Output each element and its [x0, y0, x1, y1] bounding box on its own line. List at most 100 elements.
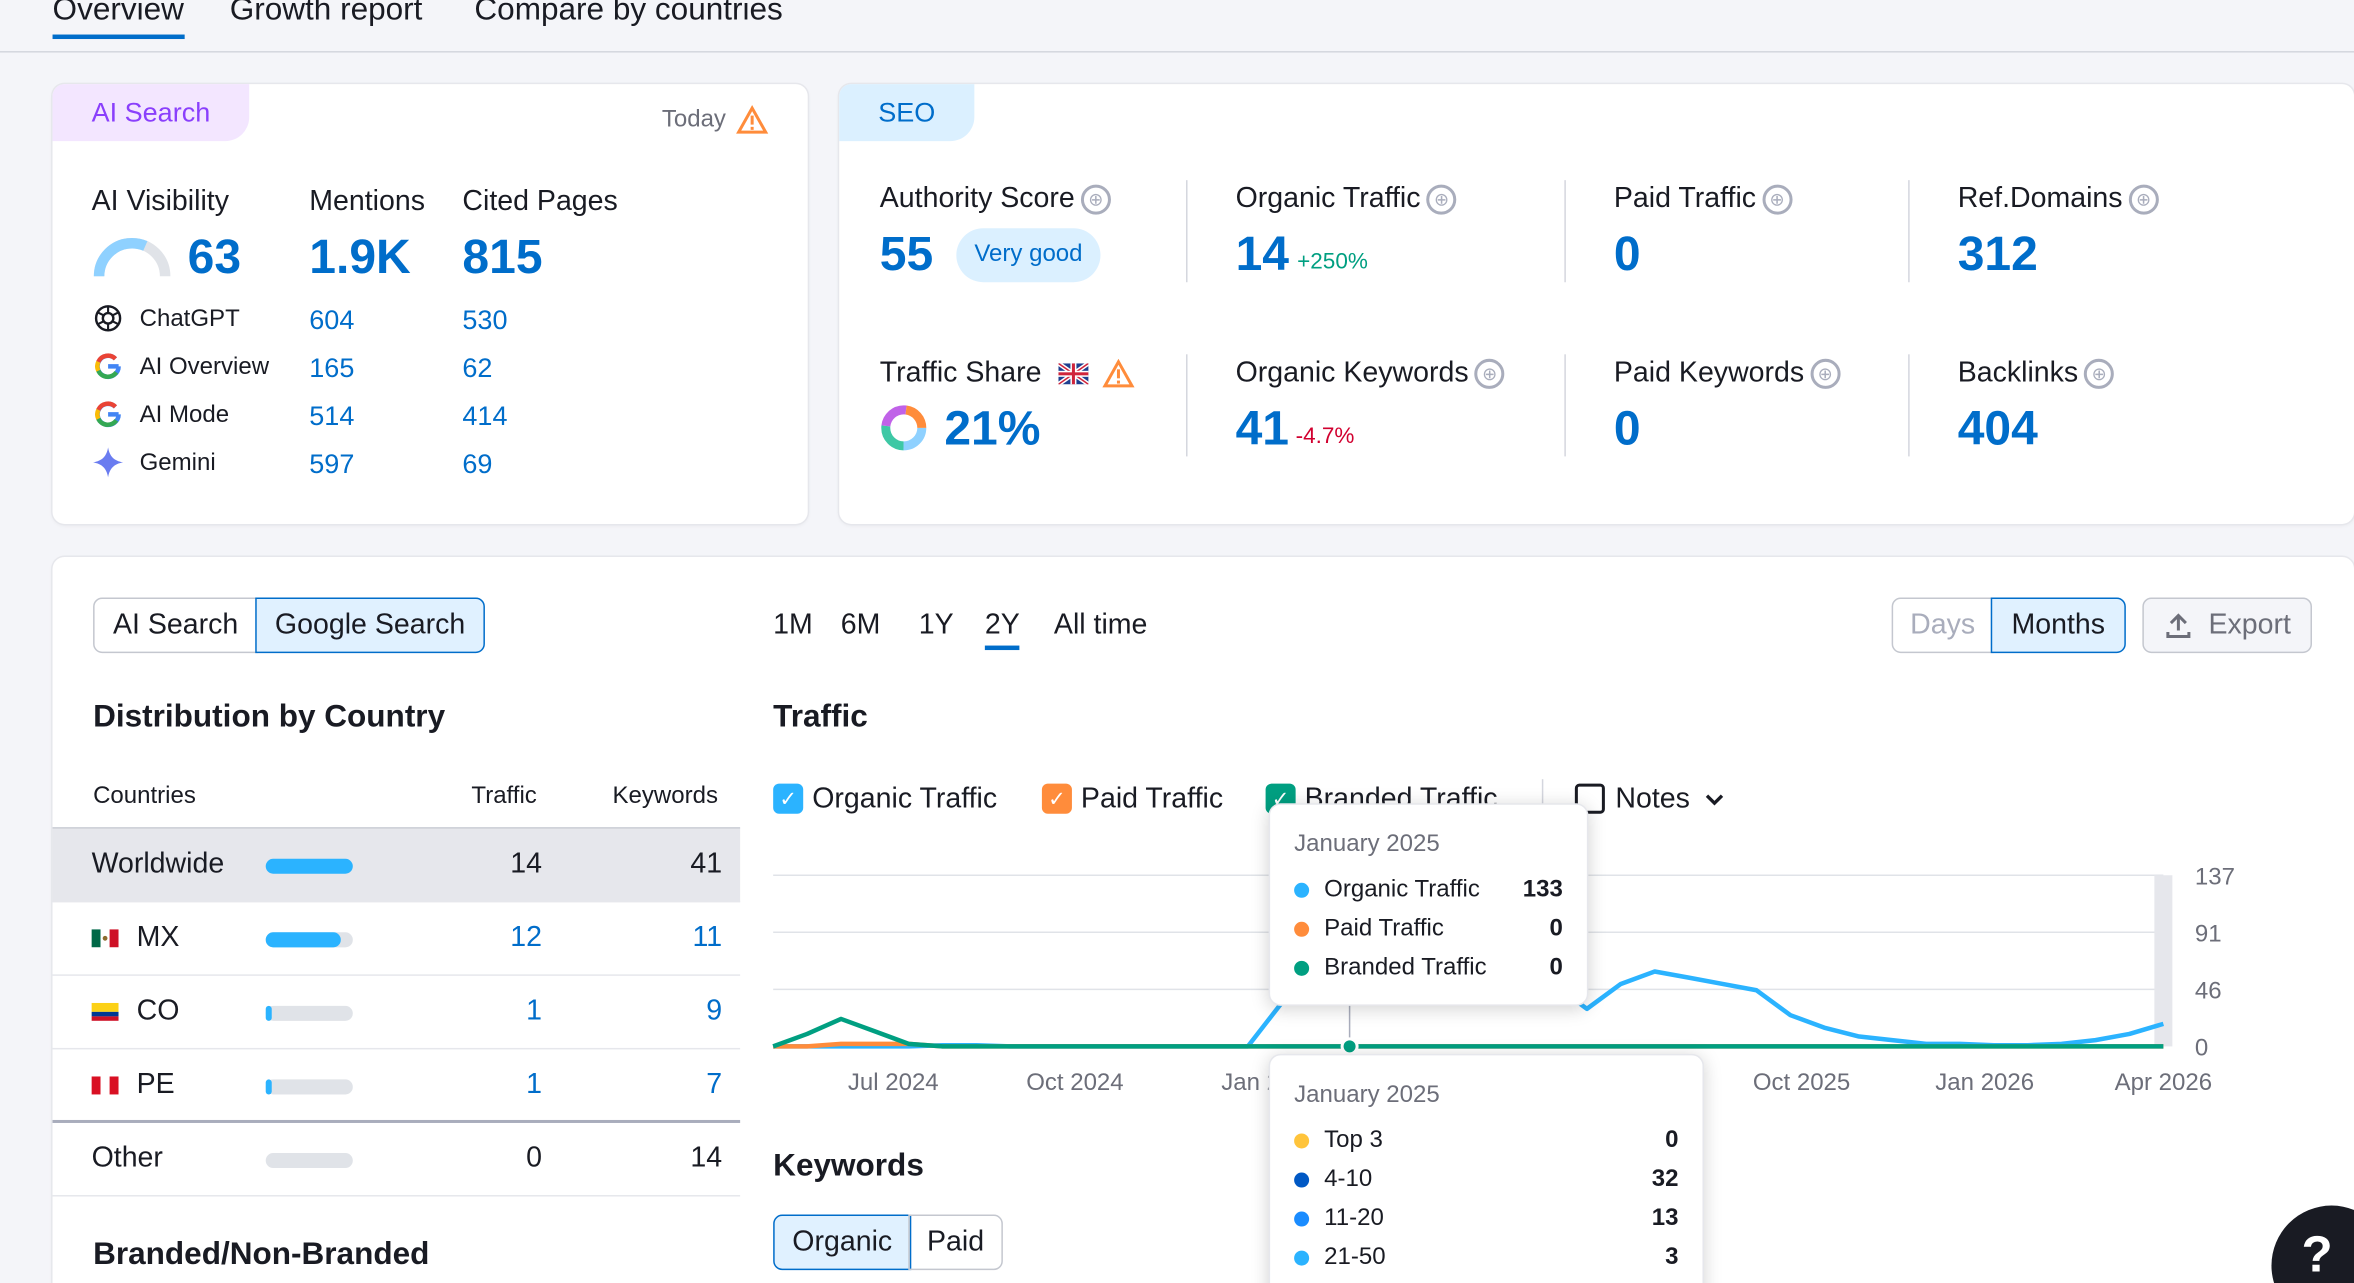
- paid-toggle[interactable]: Paid: [908, 1214, 1003, 1271]
- country-cell: Worldwide: [91, 848, 225, 880]
- distribution-title: Distribution by Country: [93, 699, 446, 735]
- google-icon: [92, 398, 125, 439]
- source-mentions[interactable]: 165: [309, 352, 355, 383]
- x-tick-label: Oct 2024: [1026, 1069, 1123, 1096]
- traffic-share-bar: [265, 1005, 353, 1021]
- months-toggle[interactable]: Months: [1990, 597, 2126, 654]
- seo-badge: SEO: [839, 84, 975, 142]
- mexico-flag-icon: [91, 929, 119, 948]
- organic-traffic-value[interactable]: 14: [1235, 226, 1290, 281]
- tooltip-row: Branded Traffic 0: [1294, 955, 1563, 985]
- divider: [1186, 354, 1188, 457]
- table-header-divider: [52, 827, 741, 829]
- notes-legend[interactable]: Notes: [1615, 784, 1724, 817]
- authority-score-value[interactable]: 55: [879, 226, 934, 281]
- google-icon: [92, 350, 125, 391]
- table-row[interactable]: PE 1 7: [52, 1049, 741, 1123]
- source-name: AI Overview: [139, 354, 270, 380]
- source-cited-pages[interactable]: 414: [462, 400, 508, 431]
- chatgpt-icon: [92, 302, 125, 343]
- keywords-cell[interactable]: 7: [706, 1068, 723, 1101]
- mentions-value[interactable]: 1.9K: [309, 229, 411, 284]
- traffic-cell[interactable]: 12: [510, 921, 542, 954]
- tab-compare-by-countries[interactable]: Compare by countries: [474, 0, 783, 28]
- export-button[interactable]: Export: [2142, 597, 2313, 654]
- traffic-share-value[interactable]: 21%: [944, 400, 1041, 455]
- table-row[interactable]: MX 12 11: [52, 902, 741, 976]
- y-tick-label: 0: [2195, 1034, 2208, 1061]
- source-cited-pages[interactable]: 530: [462, 304, 508, 335]
- country-cell: PE: [91, 1069, 175, 1102]
- paid-traffic-legend[interactable]: Paid Traffic: [1080, 783, 1224, 816]
- authority-score-label: Authority Score ⊕: [880, 183, 1111, 216]
- traffic-share-donut-icon: [881, 405, 927, 451]
- source-cited-pages[interactable]: 62: [462, 352, 493, 383]
- divider: [1908, 180, 1910, 283]
- today-label: Today: [662, 105, 769, 135]
- tab-overview[interactable]: Overview: [52, 0, 184, 40]
- tooltip-title: January 2025: [1294, 831, 1440, 858]
- paid-traffic-value[interactable]: 0: [1613, 226, 1641, 281]
- export-label: Export: [2208, 608, 2291, 641]
- tooltip-row: Organic Traffic 133: [1294, 877, 1563, 907]
- keywords-cell[interactable]: 9: [706, 995, 723, 1027]
- organic-traffic-legend[interactable]: Organic Traffic: [812, 783, 998, 816]
- ai-search-badge: AI Search: [52, 84, 250, 142]
- traffic-cell[interactable]: 1: [526, 995, 542, 1027]
- table-row[interactable]: Other 0 14: [52, 1123, 741, 1197]
- organic-keywords-value[interactable]: 41: [1235, 400, 1290, 455]
- chart-range-handle[interactable]: [2154, 875, 2173, 1047]
- warning-icon[interactable]: [736, 105, 769, 135]
- paid-keywords-value[interactable]: 0: [1613, 400, 1641, 455]
- source-mentions[interactable]: 514: [309, 400, 355, 431]
- keywords-cell[interactable]: 11: [692, 921, 723, 954]
- keywords-cell: 41: [690, 848, 723, 880]
- backlinks-label: Backlinks ⊕: [1958, 357, 2115, 390]
- period-all-time[interactable]: All time: [1053, 609, 1148, 642]
- country-cell: Other: [91, 1142, 163, 1175]
- x-tick-label: Apr 2026: [2115, 1069, 2212, 1096]
- ref-domains-value[interactable]: 312: [1957, 226, 2038, 281]
- traffic-share-bar: [265, 932, 353, 948]
- chevron-down-icon: [1705, 794, 1724, 806]
- globe-icon: ⊕: [1080, 184, 1111, 215]
- organic-toggle[interactable]: Organic: [773, 1214, 912, 1271]
- seo-card: SEO Authority Score ⊕ 55 Very good Organi…: [839, 84, 2354, 524]
- tooltip-row: 4-10 32: [1294, 1167, 1678, 1197]
- top-tabs: Overview Growth report Compare by countr…: [0, 0, 2354, 53]
- period-2y[interactable]: 2Y: [984, 610, 1020, 651]
- backlinks-value[interactable]: 404: [1957, 400, 2038, 455]
- period-1y[interactable]: 1Y: [918, 609, 954, 642]
- organic-keywords-delta: -4.7%: [1295, 423, 1355, 449]
- help-button[interactable]: ?: [2271, 1205, 2354, 1283]
- source-name: Gemini: [139, 450, 216, 476]
- google-search-toggle[interactable]: Google Search: [255, 597, 485, 654]
- paid-traffic-checkbox[interactable]: ✓: [1041, 783, 1072, 814]
- source-mentions[interactable]: 604: [309, 304, 355, 335]
- period-1m[interactable]: 1M: [773, 609, 813, 642]
- globe-icon: ⊕: [2084, 358, 2115, 389]
- table-row[interactable]: CO 1 9: [52, 976, 741, 1050]
- organic-traffic-checkbox[interactable]: ✓: [773, 783, 804, 814]
- tab-growth-report[interactable]: Growth report: [229, 0, 423, 28]
- source-name: ChatGPT: [139, 306, 240, 332]
- globe-icon: ⊕: [1426, 184, 1457, 215]
- divider: [1564, 354, 1566, 457]
- divider: [1186, 180, 1188, 283]
- notes-checkbox[interactable]: [1574, 783, 1605, 814]
- period-6m[interactable]: 6M: [840, 609, 881, 642]
- tooltip-row: 11-20 13: [1294, 1206, 1678, 1236]
- traffic-cell[interactable]: 1: [526, 1068, 542, 1101]
- warning-icon[interactable]: [1102, 358, 1135, 389]
- globe-icon: ⊕: [2128, 184, 2159, 215]
- cited-pages-value[interactable]: 815: [462, 229, 543, 284]
- peru-flag-icon: [91, 1076, 119, 1095]
- colombia-flag-icon: [91, 1002, 119, 1021]
- hover-point: [1340, 1037, 1359, 1056]
- ai-search-toggle[interactable]: AI Search: [93, 597, 259, 654]
- source-mentions[interactable]: 597: [309, 448, 355, 479]
- source-cited-pages[interactable]: 69: [462, 448, 493, 479]
- table-row[interactable]: Worldwide 14 41: [52, 828, 741, 903]
- country-cell: CO: [91, 995, 179, 1028]
